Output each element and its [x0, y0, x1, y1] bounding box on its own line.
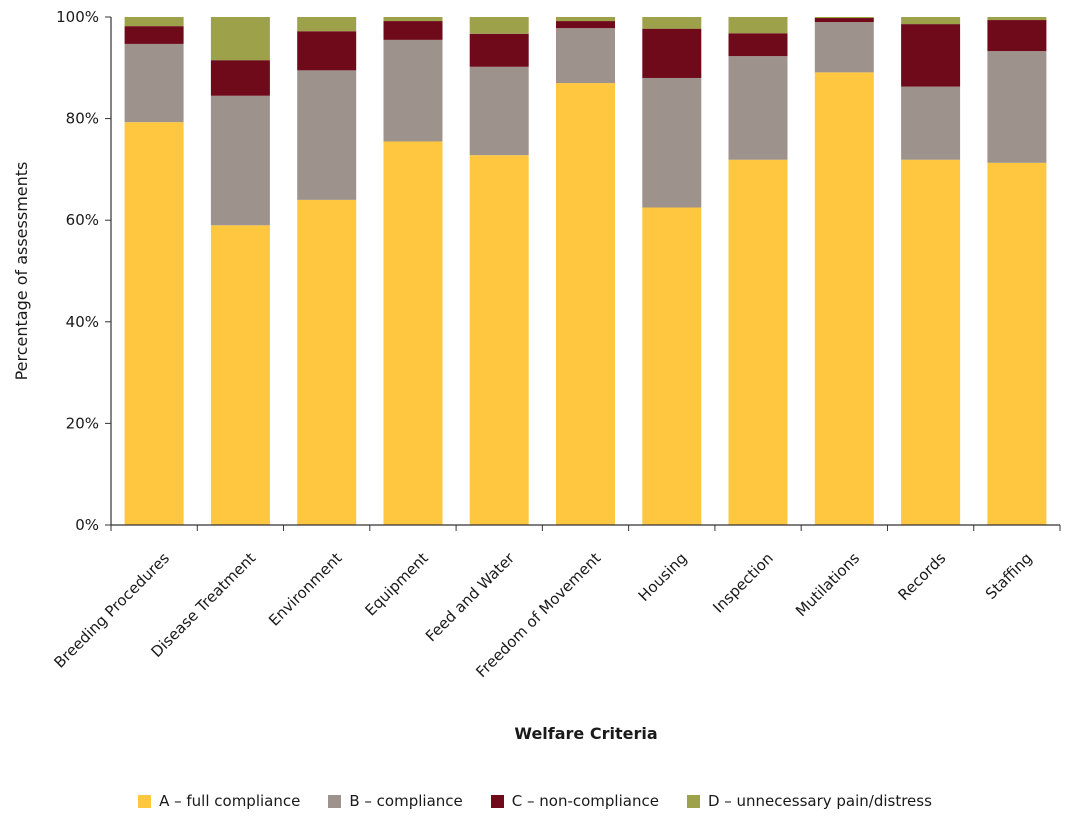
x-tick-label: Staffing	[982, 549, 1036, 603]
x-tick-label: Environment	[265, 549, 346, 630]
bar-segment-1	[124, 122, 184, 525]
y-tick-label: 0%	[75, 516, 99, 534]
bar-segment-4	[814, 17, 874, 19]
legend-label: C – non-compliance	[511, 792, 659, 810]
y-tick-label: 60%	[66, 211, 99, 229]
bar-segment-1	[210, 225, 270, 525]
x-tick-label: Records	[895, 549, 950, 604]
legend-label: A – full compliance	[159, 792, 301, 810]
y-axis-title: Percentage of assessments	[12, 162, 31, 381]
x-tick-label: Feed and Water	[422, 549, 519, 646]
bar-segment-3	[469, 33, 529, 67]
bar-segment-4	[124, 17, 184, 27]
bar-segment-1	[469, 155, 529, 525]
bar-segment-3	[987, 20, 1047, 52]
bar-segment-2	[124, 43, 184, 123]
bar-segment-1	[383, 141, 443, 525]
bar-segment-4	[556, 17, 615, 22]
bar-segment-3	[642, 28, 702, 78]
bar-segment-2	[728, 56, 788, 160]
bar-segment-2	[814, 22, 874, 73]
bar-segment-3	[297, 31, 357, 71]
bar-segment-1	[556, 83, 615, 525]
bar-segment-1	[987, 162, 1047, 526]
bar-segment-2	[297, 70, 357, 200]
legend-item: A – full compliance	[138, 792, 300, 810]
bar-segment-4	[987, 17, 1047, 21]
y-tick-label: 100%	[56, 8, 99, 26]
legend-label: B – compliance	[349, 792, 463, 810]
bar-segment-2	[556, 28, 615, 84]
y-tick-label: 40%	[66, 313, 99, 331]
bar-segment-4	[469, 17, 529, 34]
bar-segment-1	[642, 207, 702, 525]
bar-segment-2	[469, 66, 529, 156]
bar-segment-2	[210, 95, 270, 226]
bar-segment-3	[556, 21, 615, 29]
bar-segment-4	[210, 17, 270, 61]
x-tick-label: Housing	[635, 549, 691, 605]
bar-segment-4	[383, 17, 443, 22]
x-tick-label: Inspection	[709, 549, 777, 617]
legend-swatch	[490, 794, 504, 808]
x-tick-label: Mutilations	[792, 549, 863, 620]
legend-swatch	[328, 794, 342, 808]
y-tick-label: 80%	[66, 110, 99, 128]
bar-segment-3	[901, 24, 961, 87]
bar-segment-3	[210, 60, 270, 96]
legend-swatch	[138, 794, 152, 808]
bar-segment-1	[901, 159, 961, 525]
bar-segment-2	[383, 39, 443, 142]
stacked-bar-chart: Percentage of assessments Welfare Criter…	[12, 8, 1061, 743]
bar-segment-1	[728, 159, 788, 525]
bar-segment-3	[383, 21, 443, 40]
bar-segment-4	[728, 17, 788, 34]
bar-segment-3	[124, 26, 184, 44]
bar-segment-2	[901, 86, 961, 160]
bar-segment-3	[814, 18, 874, 23]
legend-label: D – unnecessary pain/distress	[707, 792, 932, 810]
bar-segment-4	[642, 17, 702, 29]
legend-item: B – compliance	[328, 792, 463, 810]
bar-segment-2	[642, 77, 702, 208]
bar-segment-3	[728, 33, 788, 57]
bar-segment-1	[297, 199, 357, 525]
bar-segment-4	[901, 17, 961, 25]
x-tick-label: Equipment	[361, 549, 431, 619]
x-axis-title: Welfare Criteria	[514, 724, 657, 743]
y-tick-label: 20%	[66, 414, 99, 432]
legend-swatch	[686, 794, 700, 808]
bar-segment-1	[814, 72, 874, 526]
legend-item: C – non-compliance	[490, 792, 659, 810]
legend-item: D – unnecessary pain/distress	[686, 792, 932, 810]
legend: A – full compliance B – compliance C – non…	[0, 786, 1070, 816]
bar-segment-4	[297, 17, 357, 32]
bar-segment-2	[987, 51, 1047, 163]
